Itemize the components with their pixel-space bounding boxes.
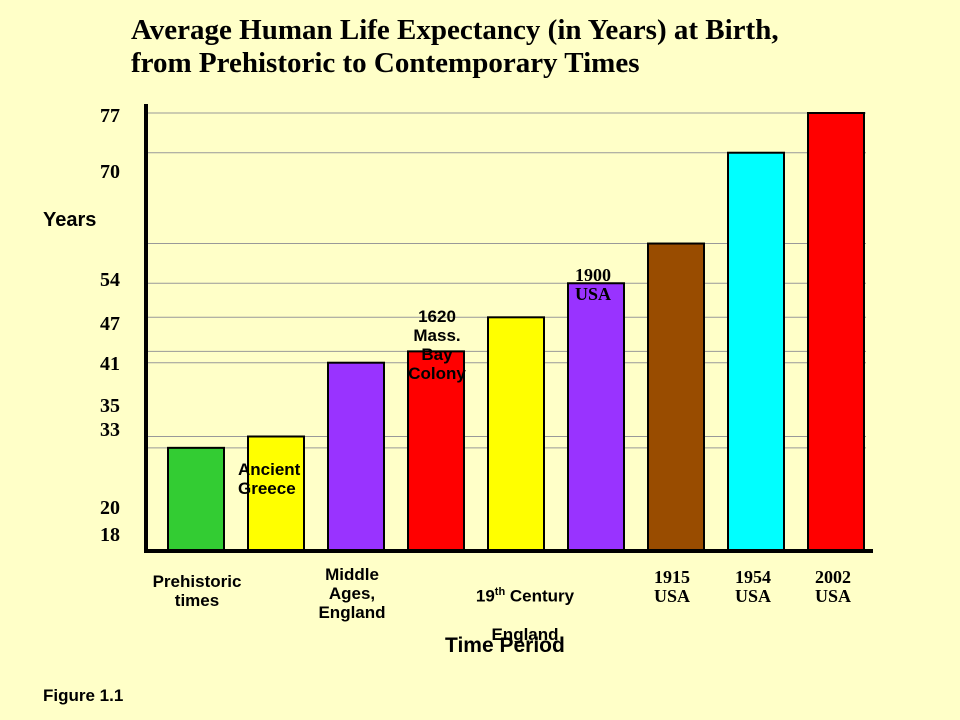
label-19-superscript: th [494,586,506,598]
bar-1620-mass-bay-colony [407,350,465,552]
bar-2002-usa [807,112,865,551]
y-tick-77: 77 [100,105,120,127]
figure-label: Figure 1.1 [43,686,124,705]
label-19-england: England [491,624,559,644]
label-1900-usa: 1900 USA [574,265,611,304]
bars [167,112,865,552]
y-tick-54: 54 [100,269,120,291]
y-axis-label: Years [43,209,97,231]
label-middle-ages: Middle Ages, England [318,565,386,622]
bar-1900-usa [567,282,625,551]
bar-prehistoric-times [167,446,225,551]
label-ancient-greece: Ancient Greece [238,460,301,498]
label-mass-bay-colony: 1620 Mass. Bay Colony [408,307,466,383]
chart-title-line2: from Prehistoric to Contemporary Times [131,47,640,79]
x-axis-label: Time Period [445,634,565,657]
y-tick-47: 47 [100,313,120,335]
label-19-century: Century [505,586,575,606]
chart-title: Average Human Life Expectancy (in Years)… [131,14,779,80]
y-tick-35: 35 [100,395,120,417]
y-tick-20: 20 [100,497,120,519]
chart-title-line1: Average Human Life Expectancy (in Years)… [131,14,779,46]
bar-middle-ages-england [327,361,385,552]
y-tick-70: 70 [100,161,120,183]
label-2002-usa: 2002 USA [814,567,851,606]
label-1954-usa: 1954 USA [734,567,771,606]
bar-1915-usa [647,242,705,551]
y-tick-18: 18 [100,524,120,546]
bar-19th-century-england [487,316,545,551]
bar-ancient-greece [247,435,305,551]
y-tick-33: 33 [100,419,120,441]
label-19th-century-england: 19th Century England [452,564,598,644]
label-19-number: 19 [475,586,495,606]
y-tick-41: 41 [100,353,120,375]
bar-1954-usa [727,151,785,552]
label-prehistoric: Prehistoric times [152,572,242,610]
label-1915-usa: 1915 USA [653,567,690,606]
